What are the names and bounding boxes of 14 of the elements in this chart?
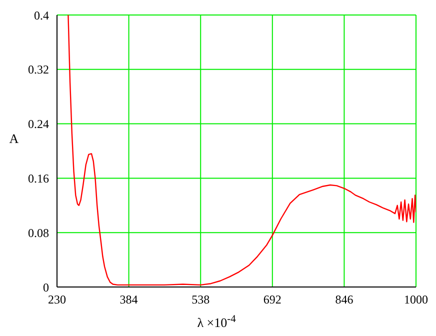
y-tick-label: 0 [43,280,49,294]
y-tick-label: 0.4 [34,8,49,22]
x-tick-label: 538 [192,292,210,307]
y-tick-label: 0.08 [28,226,49,240]
x-tick-label: 846 [335,292,354,307]
x-tick-label: 230 [48,292,66,307]
x-tick-label: 1000 [404,292,428,307]
y-axis-title: A [9,131,20,146]
x-tick-label: 692 [263,292,282,307]
y-tick-label: 0.32 [28,62,49,77]
y-tick-label: 0.24 [28,117,49,132]
y-tick-label: 0.16 [28,171,49,186]
x-axis-title: λ ×10$^{-4}$ [197,314,237,330]
x-tick-label: 384 [120,292,138,307]
